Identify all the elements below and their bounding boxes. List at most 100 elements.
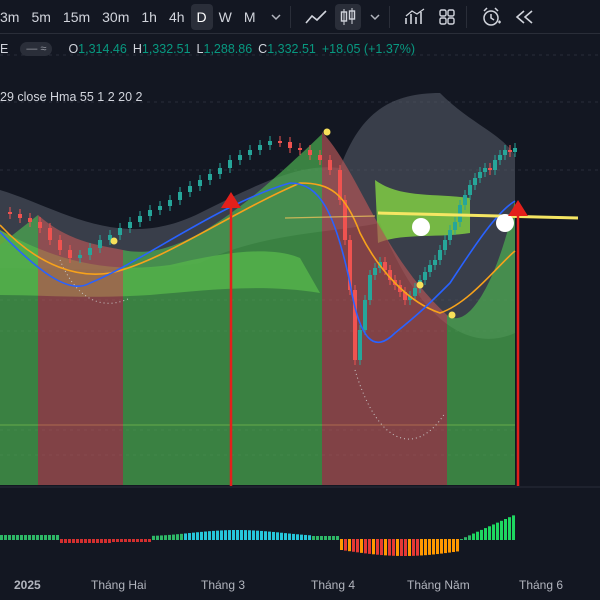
chevron-down-icon[interactable] [268, 4, 284, 30]
candle-body [288, 142, 292, 148]
candle-body [178, 192, 182, 200]
candle-body [278, 141, 282, 143]
layout-grid-icon[interactable] [434, 4, 460, 30]
timeframe-w[interactable]: W [218, 8, 232, 25]
histogram-bar [308, 535, 311, 540]
candle-body [403, 292, 407, 300]
histogram-bar [156, 535, 159, 540]
histogram-bar [276, 532, 279, 540]
histogram-bar [256, 530, 259, 540]
candle-body [28, 218, 32, 222]
candle-body [458, 205, 462, 222]
alert-clock-icon[interactable] [479, 4, 505, 30]
x-axis-label: Tháng 3 [201, 578, 246, 592]
histogram-bar [348, 539, 351, 552]
candle-body [503, 150, 507, 155]
chevron-down-icon[interactable] [367, 4, 383, 30]
histogram-bar [504, 519, 507, 540]
histogram-bar [64, 539, 67, 543]
histogram-bar [488, 526, 491, 540]
histogram-bar [88, 539, 91, 543]
candle-body [433, 260, 437, 265]
timeframe-30m[interactable]: 30m [102, 8, 130, 25]
replay-icon[interactable] [511, 4, 537, 30]
histogram-bar [192, 532, 195, 540]
timeframe-15m[interactable]: 15m [62, 8, 91, 25]
histogram-bar [464, 537, 467, 540]
trend-zone [123, 134, 322, 485]
histogram-bar [0, 535, 3, 540]
histogram-bar [240, 530, 243, 540]
trend-zone [38, 215, 123, 485]
trend-zone [0, 215, 38, 485]
trend-zone [322, 132, 447, 485]
histogram-bar [380, 539, 383, 556]
histogram-bar [172, 534, 175, 540]
candlestick-icon[interactable] [334, 3, 361, 30]
candle-body [138, 216, 142, 222]
close-value: 1,332.51 [267, 42, 316, 56]
open-label: O [68, 42, 79, 56]
marker-dot [416, 281, 424, 289]
histogram-bar [432, 539, 435, 555]
histogram-bar [292, 533, 295, 540]
histogram-bar [456, 539, 459, 552]
visibility-toggle[interactable]: — ≈ [20, 42, 53, 56]
histogram-bar [128, 539, 131, 542]
histogram-bar [404, 539, 407, 556]
histogram-bar [68, 539, 71, 543]
histogram-bar [24, 535, 27, 540]
red-up-arrow-head [508, 200, 528, 216]
histogram-bar [384, 539, 387, 556]
candle-body [318, 155, 322, 160]
trend-zone [447, 200, 515, 485]
histogram-bar [324, 536, 327, 540]
line-chart-icon[interactable] [303, 4, 329, 30]
marker-dot [110, 237, 118, 245]
candle-body [473, 178, 477, 185]
histogram-bar [52, 535, 55, 540]
histogram-bar [216, 530, 219, 540]
candle-body [488, 168, 492, 170]
histogram-bar [140, 539, 143, 542]
histogram-bar [440, 539, 443, 554]
histogram-bar [60, 539, 63, 543]
toolbar-divider [465, 5, 467, 28]
histogram-bar [160, 535, 163, 540]
histogram-bar [260, 530, 263, 540]
red-up-arrow-head [221, 192, 241, 208]
histogram-bar [436, 539, 439, 555]
timeframe-m[interactable]: M [243, 8, 256, 25]
histogram-bar [312, 536, 315, 540]
timeframe-1h[interactable]: 1h [141, 8, 157, 25]
indicators-icon[interactable] [402, 4, 428, 30]
candle-body [168, 200, 172, 206]
histogram-bar [396, 539, 399, 556]
dotted-curve [59, 259, 131, 304]
histogram-bar [108, 539, 111, 543]
candle-body [483, 168, 487, 172]
histogram-bar [364, 539, 367, 554]
candle-body [98, 240, 102, 248]
timeframe-4h[interactable]: 4h [168, 8, 185, 25]
support-level-line-faint [284, 215, 376, 219]
histogram-bar [492, 524, 495, 540]
histogram-bar [104, 539, 107, 543]
price-chart[interactable] [0, 33, 600, 600]
candle-body [148, 210, 152, 216]
timeframe-d[interactable]: D [190, 3, 213, 30]
candle-body [128, 222, 132, 228]
indicator-legend[interactable]: 29 close Hma 55 1 2 20 2 [0, 90, 143, 104]
symbol-name[interactable]: E [0, 42, 9, 56]
histogram-bar [124, 539, 127, 542]
marker-dot [323, 128, 331, 136]
timeframe-3m[interactable]: 3m [0, 8, 20, 25]
candle-body [218, 168, 222, 174]
histogram-bar [236, 530, 239, 540]
histogram-bar [16, 535, 19, 540]
histogram-bar [368, 539, 371, 554]
histogram-bar [476, 531, 479, 540]
candle-body [373, 268, 377, 275]
histogram-bar [340, 539, 343, 550]
timeframe-5m[interactable]: 5m [31, 8, 51, 25]
